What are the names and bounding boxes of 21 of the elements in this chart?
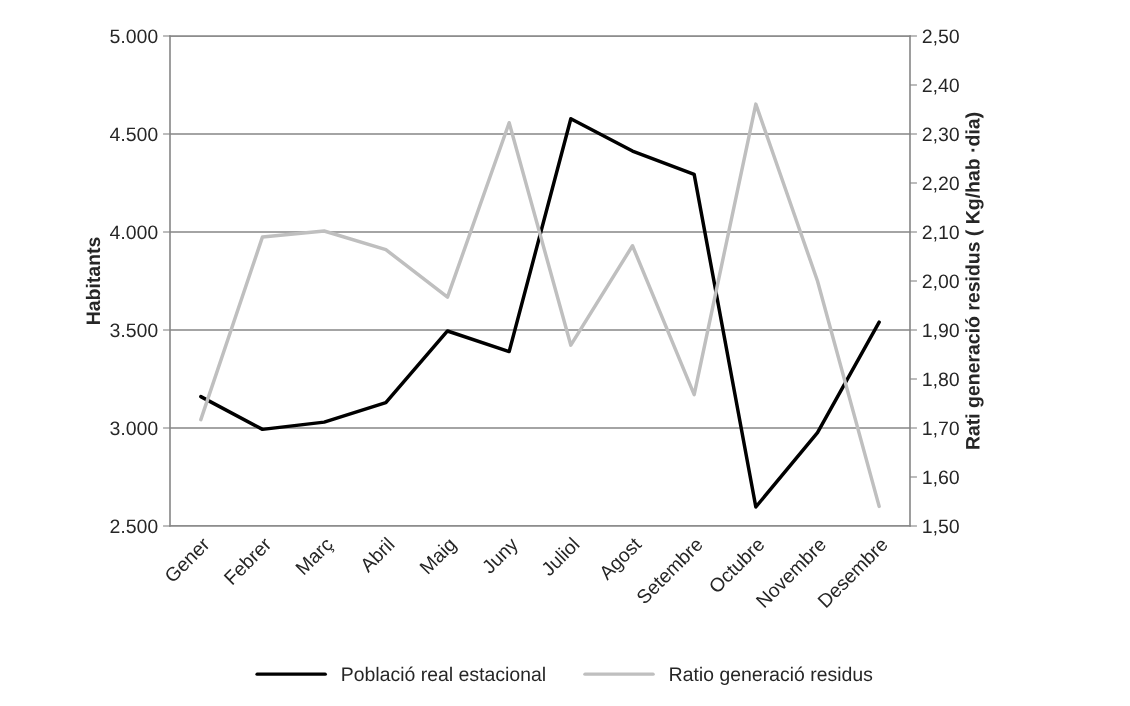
y-axis-title: Habitants [85,237,101,324]
y2-tick-label: 1,90 [923,323,959,340]
y-tick-label: 5.000 [110,29,158,44]
y-tick-label: 4.000 [109,225,158,240]
y-tick-label: 3.000 [110,421,158,436]
y2-tick-label: 1,70 [923,421,959,438]
y-tick-label: 2.500 [110,519,158,534]
legend-label: Ratio generació residus [670,666,873,685]
y2-tick-label: 1,60 [923,470,959,487]
y2-tick-label: 2,20 [922,176,959,193]
y-tick-label: 4.500 [109,127,158,142]
y2-tick-label: 2,40 [922,78,959,95]
y-tick-label: 3.500 [110,323,158,338]
y2-axis-title: Rati generació residus ( Kg/hab ·dia) [965,112,984,449]
y2-tick-label: 1,50 [923,519,959,536]
y2-tick-label: 2,30 [922,127,959,144]
y2-tick-label: 1,80 [923,372,959,389]
y2-tick-label: 2,00 [922,274,959,291]
legend-label: Població real estacional [342,666,545,682]
y2-tick-label: 2,50 [922,29,959,46]
y2-tick-label: 2,10 [922,225,959,242]
